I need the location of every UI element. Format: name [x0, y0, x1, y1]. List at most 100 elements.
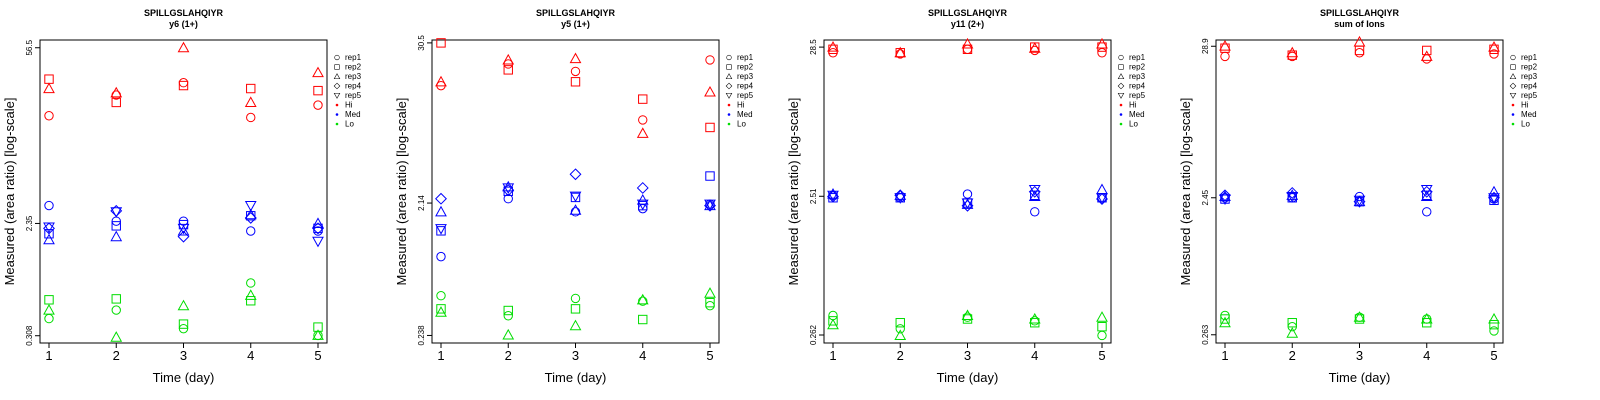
data-point: [244, 96, 257, 107]
data-point: [246, 296, 256, 306]
legend-label-rep4: rep4: [1129, 82, 1146, 91]
legend-marker-rep1: [726, 54, 732, 61]
data-point: [894, 189, 907, 200]
data-point: [638, 115, 648, 125]
legend-marker-rep1: [1118, 54, 1124, 61]
legend-color-dot-Med: [335, 113, 339, 116]
data-point: [503, 311, 513, 321]
legend-marker-rep5: [1117, 93, 1125, 99]
data-point: [44, 313, 54, 324]
legend-marker-rep3: [1509, 73, 1517, 79]
legend-label-Lo: Lo: [345, 120, 354, 129]
data-point: [244, 200, 257, 212]
data-point: [1219, 39, 1231, 51]
data-point: [895, 318, 905, 328]
data-point: [894, 46, 907, 58]
legend-label-rep1: rep1: [1129, 53, 1146, 62]
x-tick-label: 1: [829, 348, 836, 363]
data-point: [704, 287, 716, 298]
data-point: [638, 94, 648, 104]
y-tick-label: 2.51: [809, 188, 818, 204]
data-point: [1096, 37, 1108, 49]
data-point: [1353, 195, 1366, 207]
data-point: [1219, 316, 1231, 328]
data-point: [1028, 185, 1041, 198]
legend-marker-rep5: [725, 93, 733, 99]
y-tick-label: 28.5: [809, 39, 818, 55]
data-point: [110, 230, 123, 242]
data-point: [962, 44, 973, 55]
y-tick-label: 28.9: [1201, 38, 1210, 54]
data-point: [503, 65, 513, 75]
data-point: [1287, 318, 1297, 328]
data-point: [570, 207, 581, 217]
chart-title: SPILLGSLAHQIYR: [144, 8, 224, 18]
legend-label-Lo: Lo: [737, 120, 746, 129]
data-point: [312, 222, 324, 235]
legend-label-rep1: rep1: [345, 53, 362, 62]
y-tick-label: 30.5: [417, 35, 426, 51]
data-point: [178, 319, 189, 329]
x-tick-label: 4: [247, 348, 254, 363]
data-point: [502, 180, 515, 192]
data-point: [178, 80, 189, 91]
y-tick-label: 0.262: [809, 324, 818, 345]
y-axis-label: Measured (area ratio) [log-scale]: [2, 98, 17, 286]
legend-color-dot-Med: [1119, 113, 1123, 116]
legend-marker-rep2: [334, 64, 340, 70]
data-point: [1420, 190, 1433, 202]
data-point: [894, 193, 907, 204]
data-point: [244, 289, 257, 300]
data-point: [828, 316, 838, 326]
y-tick-label: 56.5: [25, 39, 34, 55]
data-point: [827, 190, 839, 202]
data-point: [1096, 193, 1108, 204]
data-point: [828, 310, 838, 321]
legend-label-rep2: rep2: [1521, 63, 1538, 72]
legend-label-Lo: Lo: [1521, 120, 1530, 129]
legend-marker-rep4: [725, 82, 733, 90]
data-point: [1422, 207, 1432, 217]
data-point: [1286, 327, 1299, 338]
data-point: [962, 44, 973, 55]
legend-label-Med: Med: [737, 110, 753, 119]
data-point: [177, 41, 190, 53]
data-point: [1488, 193, 1500, 204]
data-point: [312, 217, 324, 228]
data-point: [177, 299, 190, 311]
data-point: [1097, 321, 1107, 332]
data-point: [1286, 191, 1299, 203]
legend-color-dot-Lo: [335, 122, 339, 126]
data-point: [1220, 51, 1230, 62]
legend-color-dot-Hi: [1511, 103, 1515, 107]
data-point: [44, 111, 54, 121]
data-point: [1420, 312, 1433, 324]
data-point: [435, 192, 447, 205]
data-point: [110, 86, 123, 98]
data-point: [435, 75, 447, 87]
plot-frame: [39, 39, 328, 344]
legend-label-rep3: rep3: [737, 72, 754, 81]
legend-label-Lo: Lo: [1129, 120, 1138, 129]
legend-color-dot-Lo: [1119, 122, 1123, 126]
data-point: [827, 41, 839, 52]
data-point: [312, 329, 324, 340]
data-point: [1219, 194, 1231, 206]
data-point: [110, 207, 123, 218]
legend-color-dot-Med: [1511, 113, 1515, 116]
data-point: [1028, 312, 1041, 324]
x-tick-label: 5: [1098, 348, 1105, 363]
data-point: [246, 226, 256, 236]
data-point: [1354, 314, 1365, 324]
data-point: [1354, 48, 1365, 58]
data-point: [436, 291, 446, 301]
data-point: [436, 251, 446, 262]
legend-label-rep3: rep3: [345, 72, 362, 81]
legend-label-Med: Med: [1129, 110, 1145, 119]
data-point: [1220, 43, 1230, 53]
data-point: [244, 208, 257, 220]
data-point: [177, 224, 190, 236]
